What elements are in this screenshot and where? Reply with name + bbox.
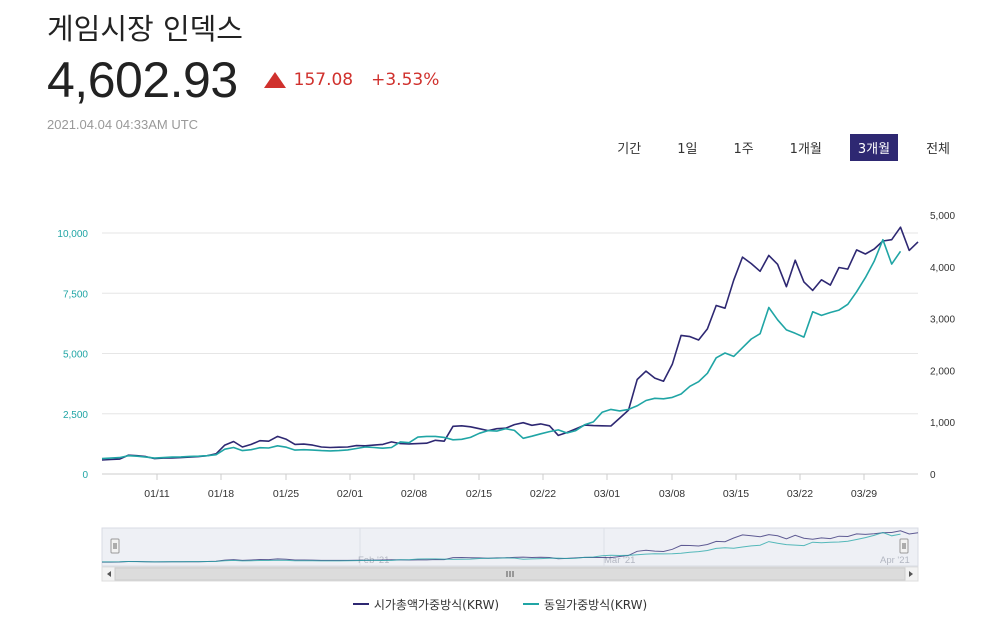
legend-item-equal-weighted[interactable]: 동일가중방식(KRW): [522, 596, 648, 613]
x-tick-label: 02/01: [337, 488, 363, 500]
x-tick-label: 02/22: [530, 488, 556, 500]
range-selector: 기간 1일 1주 1개월 3개월 전체: [609, 134, 958, 161]
chart-grid: [102, 232, 918, 475]
up-arrow-icon: [263, 72, 286, 88]
navigator: Feb '21 Mar '21 Apr '21: [101, 527, 919, 582]
series-line-equal-weighted: [101, 238, 902, 460]
legend-item-cap-weighted[interactable]: 시가총액가중방식(KRW): [352, 596, 500, 613]
price-row: 4,602.93 157.08 +3.53%: [47, 50, 439, 110]
range-all-button[interactable]: 전체: [926, 142, 950, 157]
index-value: 4,602.93: [47, 52, 238, 108]
navigator-label: Apr '21: [880, 555, 910, 566]
range-1m-button[interactable]: 1개월: [789, 142, 822, 157]
x-tick-label: 03/01: [594, 488, 620, 500]
x-tick-label: 03/08: [659, 488, 685, 500]
range-label: 기간: [617, 142, 642, 157]
y-axis-left: 0 2,500 5,000 7,500 10,000: [57, 229, 88, 481]
legend-swatch-cap-weighted: [352, 603, 369, 605]
x-axis: 01/11 01/18 01/25 02/01 02/08 02/15 02/22 03/01…: [144, 474, 877, 500]
y-right-tick-label: 4,000: [930, 263, 955, 274]
navigator-line-equal-weighted: [102, 531, 901, 563]
navigator-right-handle[interactable]: [899, 538, 909, 554]
y-axis-right: 0 1,000 2,000 3,000 4,000 5,000: [930, 211, 955, 481]
page-title: 게임시장 인덱스: [47, 12, 243, 46]
y-left-tick-label: 0: [82, 470, 88, 481]
range-1d-button[interactable]: 1일: [677, 142, 698, 157]
x-tick-label: 03/22: [787, 488, 813, 500]
x-tick-label: 03/15: [723, 488, 749, 500]
series-line-cap-weighted: [101, 226, 919, 461]
scroll-right-icon: [909, 571, 913, 577]
y-right-tick-label: 3,000: [930, 315, 955, 326]
change-value: 157.08: [293, 70, 354, 90]
range-3m-button[interactable]: 3개월: [849, 134, 899, 161]
legend: 시가총액가중방식(KRW) 동일가중방식(KRW): [0, 594, 1000, 613]
x-tick-label: 02/15: [466, 488, 492, 500]
y-left-tick-label: 10,000: [57, 229, 88, 240]
legend-label-equal-weighted: 동일가중방식(KRW): [543, 597, 648, 612]
navigator-left-handle[interactable]: [110, 538, 120, 554]
y-left-tick-label: 7,500: [63, 289, 88, 300]
y-right-tick-label: 5,000: [930, 211, 955, 222]
x-tick-label: 01/18: [208, 488, 234, 500]
range-1w-button[interactable]: 1주: [733, 142, 754, 157]
timestamp: 2021.04.04 04:33AM UTC: [47, 117, 199, 132]
y-left-tick-label: 2,500: [63, 410, 88, 421]
change-percent: +3.53%: [371, 70, 440, 90]
y-right-tick-label: 0: [930, 470, 936, 481]
y-right-tick-label: 1,000: [930, 418, 955, 429]
navigator-scrollbar[interactable]: [101, 566, 919, 582]
navigator-label: Mar '21: [604, 555, 635, 566]
x-tick-label: 03/29: [851, 488, 877, 500]
scroll-left-icon: [107, 571, 111, 577]
legend-swatch-equal-weighted: [522, 603, 539, 605]
legend-label-cap-weighted: 시가총액가중방식(KRW): [373, 597, 500, 612]
series-lines: [101, 226, 919, 461]
x-tick-label: 02/08: [401, 488, 427, 500]
y-right-tick-label: 2,000: [930, 366, 955, 377]
y-left-tick-label: 5,000: [63, 350, 88, 361]
x-tick-label: 01/11: [144, 488, 170, 500]
x-tick-label: 01/25: [273, 488, 299, 500]
